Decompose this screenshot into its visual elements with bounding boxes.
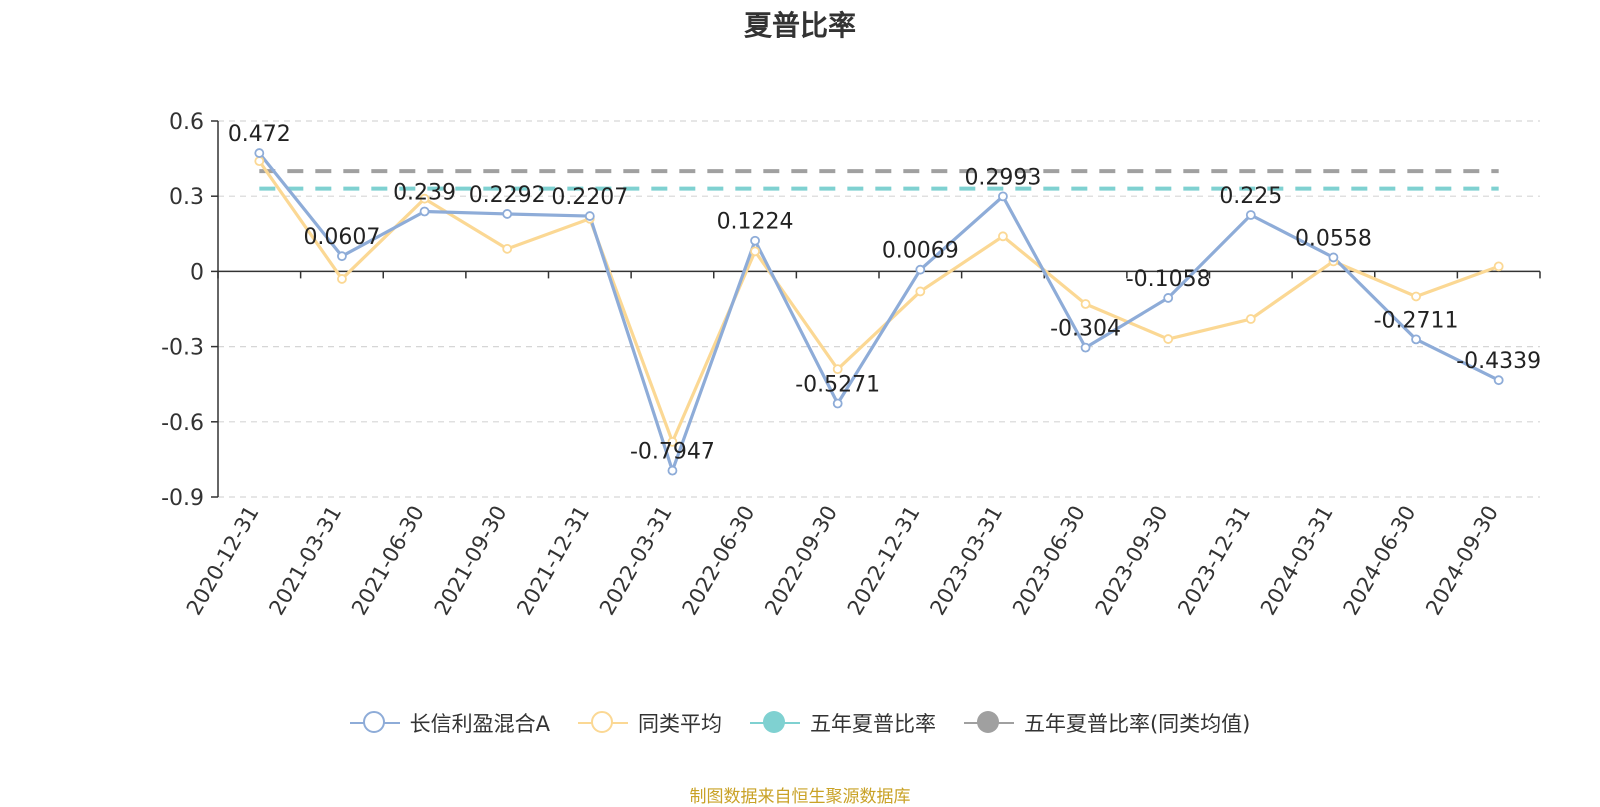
fund-point [1245,210,1256,220]
peer-avg-point [1493,261,1504,272]
fund-data-label: 0.2292 [469,183,546,208]
legend-five-year-peer-label: 五年夏普比率(同类均值) [1023,712,1251,736]
peer-avg-point [502,243,513,254]
y-tick-label: 0.6 [169,110,204,135]
fund-point [1163,293,1174,303]
x-tick-label: 2021-12-31 [512,502,594,620]
peer-avg-point [750,246,760,257]
x-tick-label: 2021-09-30 [430,502,512,620]
legend-fund-icon [349,711,400,735]
peer-avg-point [998,231,1008,242]
fund-data-label: -0.7947 [630,440,715,465]
x-tick-label: 2021-06-30 [347,502,429,620]
fund-point [667,465,678,476]
fund-point [502,209,513,219]
fund-data-label: 0.2993 [964,165,1041,190]
fund-point [337,251,347,262]
y-tick-label: -0.6 [161,411,204,436]
fund-data-label: -0.5271 [795,373,880,398]
legend: 长信利盈混合A 同类平均 五年夏普比率 五年夏普比率(同类均值) [0,708,1600,738]
x-tick-label: 2023-09-30 [1091,502,1173,620]
fund-point [254,148,265,158]
legend-item-five-year[interactable]: 五年夏普比率 [749,708,936,738]
x-tick-label: 2024-03-31 [1256,502,1338,620]
fund-point [1493,375,1504,386]
y-tick-label: -0.3 [161,336,204,361]
peer-avg-point [915,286,926,297]
fund-point [1411,334,1421,345]
x-tick-label: 2022-12-31 [843,502,925,620]
x-tick-label: 2024-09-30 [1421,502,1503,620]
fund-data-label: -0.2711 [1374,308,1459,333]
fund-data-label: -0.4339 [1456,349,1541,374]
chart-title: 夏普比率 [743,9,856,42]
fund-line [258,152,1500,473]
source-note: 制图数据来自恒生聚源数据库 [689,787,911,807]
x-tick-label: 2024-06-30 [1339,502,1421,620]
peer-avg-point [832,364,843,375]
peer-avg-point [1245,314,1256,324]
legend-peer-avg-icon [577,711,628,735]
fund-point [998,191,1008,202]
fund-point [1328,252,1339,263]
x-tick-label: 2023-12-31 [1173,502,1255,620]
legend-five-year-icon [749,711,800,735]
legend-five-year-label: 五年夏普比率 [809,712,936,736]
fund-data-label: 0.0607 [303,225,380,250]
fund-point [584,211,595,221]
x-tick-label: 2022-09-30 [760,502,842,620]
fund-data-label: 0.225 [1219,184,1282,209]
fund-data-label: -0.1058 [1126,267,1211,292]
fund-point [1080,342,1091,353]
legend-five-year-peer-icon [963,711,1014,735]
y-tick-label: -0.9 [161,486,204,511]
fund-data-label: 0.472 [228,122,291,147]
peer-avg-point [1163,334,1174,344]
x-tick-label: 2021-03-31 [264,502,346,620]
x-tick-label: 2023-03-31 [925,502,1007,620]
fund-point [915,264,926,275]
peer-avg-point [337,274,347,284]
peer-avg-point [1411,291,1421,302]
y-tick-label: 0.3 [169,185,204,210]
peer-avg-point [254,156,265,167]
legend-peer-avg-label: 同类平均 [637,712,722,736]
legend-item-fund[interactable]: 长信利盈混合A [349,708,550,738]
fund-data-label: 0.2207 [551,185,628,210]
peer-avg-point [1080,299,1091,309]
x-tick-label: 2023-06-30 [1008,502,1090,620]
x-tick-label: 2022-03-31 [595,502,677,620]
legend-item-peer-avg[interactable]: 同类平均 [577,708,722,738]
fund-point [750,235,760,246]
x-tick-label: 2022-06-30 [678,502,760,620]
fund-point [419,206,430,217]
legend-item-five-year-peer[interactable]: 五年夏普比率(同类均值) [963,708,1251,738]
fund-data-label: 0.0558 [1295,226,1372,251]
fund-point [832,398,843,409]
x-tick-label: 2020-12-31 [182,502,264,620]
peer-avg-point [667,436,678,447]
y-tick-label: 0 [190,260,204,285]
legend-fund-label: 长信利盈混合A [409,712,550,736]
fund-data-label: 0.239 [393,180,456,205]
fund-data-label: 0.1224 [717,210,794,235]
fund-data-label: 0.0069 [882,239,959,264]
peer-avg-point [419,193,430,204]
peer-avg-line [258,160,1500,444]
fund-data-label: -0.304 [1050,317,1121,342]
